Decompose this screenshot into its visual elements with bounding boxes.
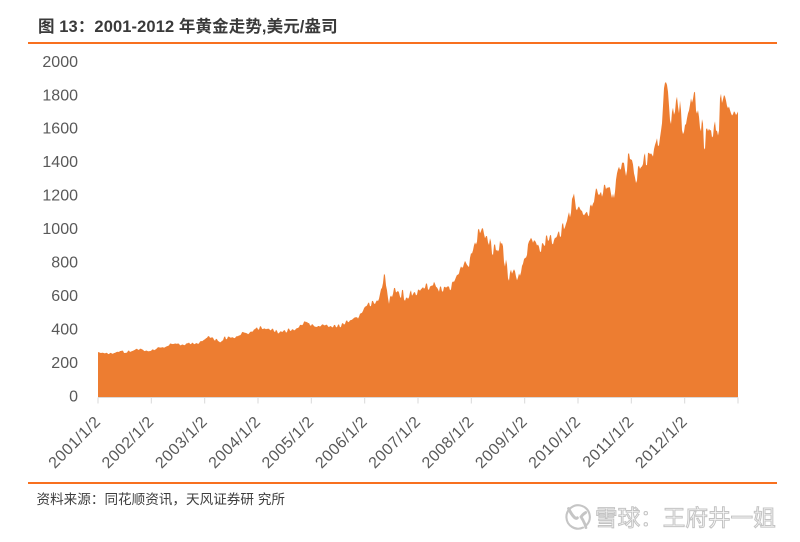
svg-text:400: 400 xyxy=(51,322,78,339)
svg-text:2010/1/2: 2010/1/2 xyxy=(526,413,585,472)
svg-text:600: 600 xyxy=(51,288,78,305)
svg-text:2007/1/2: 2007/1/2 xyxy=(366,413,425,472)
svg-text:2011/1/2: 2011/1/2 xyxy=(580,413,638,471)
svg-text:1600: 1600 xyxy=(42,121,78,138)
svg-text:1000: 1000 xyxy=(42,221,78,238)
svg-text:2006/1/2: 2006/1/2 xyxy=(312,413,371,472)
svg-text:2001/1/2: 2001/1/2 xyxy=(46,413,105,472)
svg-text:1200: 1200 xyxy=(42,188,78,205)
svg-text:2008/1/2: 2008/1/2 xyxy=(419,413,478,472)
svg-text:1400: 1400 xyxy=(42,154,78,171)
svg-text:2000: 2000 xyxy=(42,54,78,71)
svg-text:2005/1/2: 2005/1/2 xyxy=(259,413,318,472)
svg-text:0: 0 xyxy=(69,389,78,406)
svg-text:1800: 1800 xyxy=(42,87,78,104)
svg-text:2004/1/2: 2004/1/2 xyxy=(206,413,265,472)
svg-text:200: 200 xyxy=(51,355,78,372)
svg-text:2002/1/2: 2002/1/2 xyxy=(99,413,158,472)
svg-text:800: 800 xyxy=(51,255,78,272)
svg-text:2003/1/2: 2003/1/2 xyxy=(152,413,211,472)
svg-text:2009/1/2: 2009/1/2 xyxy=(472,413,531,472)
svg-text:2012/1/2: 2012/1/2 xyxy=(632,413,691,472)
